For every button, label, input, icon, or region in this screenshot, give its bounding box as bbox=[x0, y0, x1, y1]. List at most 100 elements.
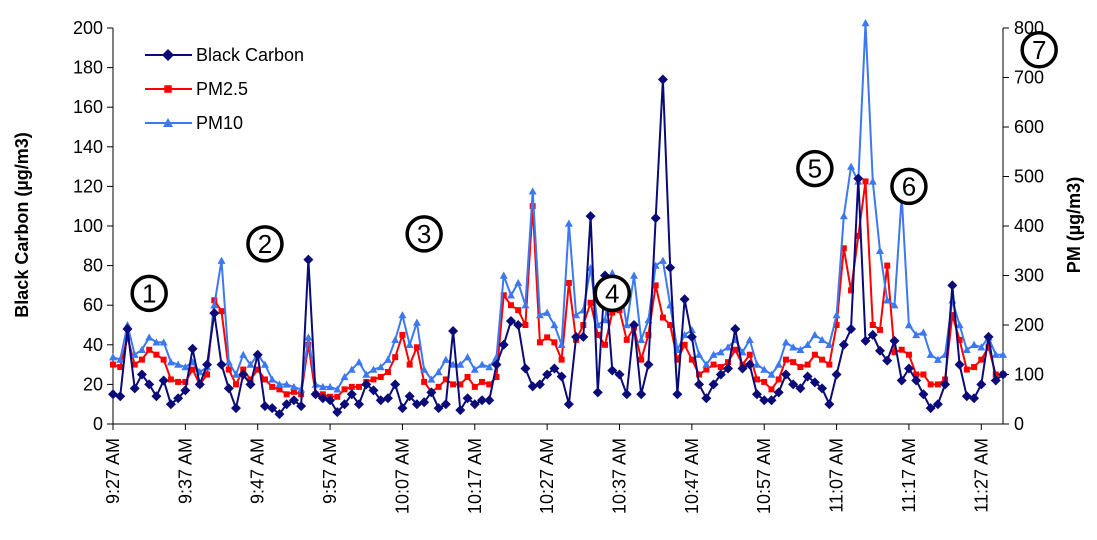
data-point bbox=[187, 343, 198, 354]
data-point bbox=[832, 311, 841, 319]
x-tick-label: 10:57 AM bbox=[754, 438, 774, 514]
data-point bbox=[563, 399, 574, 410]
series-area bbox=[108, 19, 1008, 420]
data-point bbox=[535, 311, 544, 319]
data-point bbox=[405, 340, 414, 348]
data-point bbox=[609, 309, 616, 316]
annotation-label: 6 bbox=[902, 171, 916, 201]
annotation-circle bbox=[130, 274, 168, 313]
data-point bbox=[585, 211, 596, 222]
data-point bbox=[790, 359, 797, 366]
data-point bbox=[638, 356, 645, 363]
data-point bbox=[356, 383, 363, 390]
data-point bbox=[498, 339, 509, 350]
x-tick-label: 9:27 AM bbox=[103, 438, 123, 504]
annotations: 1234567891011 bbox=[130, 31, 1058, 313]
data-point bbox=[802, 371, 813, 382]
x-tick-label: 9:57 AM bbox=[320, 438, 340, 504]
data-point bbox=[753, 376, 760, 383]
data-point bbox=[990, 375, 1001, 386]
data-point bbox=[737, 363, 748, 374]
data-point bbox=[768, 386, 775, 393]
x-tick-label: 11:07 AM bbox=[827, 438, 847, 513]
data-point bbox=[462, 393, 473, 404]
data-point bbox=[991, 350, 1000, 358]
data-point bbox=[281, 399, 292, 410]
data-point bbox=[696, 371, 703, 378]
data-point bbox=[520, 363, 531, 374]
data-point bbox=[334, 393, 341, 400]
data-point bbox=[614, 369, 625, 380]
data-point bbox=[175, 378, 182, 385]
data-point bbox=[781, 338, 790, 346]
data-point bbox=[479, 378, 486, 385]
data-point bbox=[774, 360, 783, 368]
data-point bbox=[558, 356, 565, 363]
data-point bbox=[515, 307, 522, 314]
data-point bbox=[245, 379, 256, 390]
data-point bbox=[891, 349, 898, 356]
y-tick-label: 40 bbox=[83, 335, 103, 355]
data-point bbox=[565, 279, 572, 286]
data-point bbox=[477, 395, 488, 406]
annotation-marker: 3 bbox=[405, 215, 443, 253]
data-point bbox=[398, 311, 407, 319]
data-point bbox=[621, 389, 632, 400]
data-point bbox=[267, 403, 278, 414]
data-point bbox=[688, 356, 695, 363]
data-point bbox=[136, 369, 147, 380]
data-point bbox=[810, 330, 819, 339]
data-point bbox=[658, 256, 667, 264]
data-point bbox=[384, 369, 391, 376]
annotation-circle bbox=[593, 274, 632, 313]
data-point bbox=[210, 301, 219, 309]
data-point bbox=[868, 177, 877, 185]
annotation-circle bbox=[796, 149, 834, 188]
data-point bbox=[485, 363, 494, 371]
data-point bbox=[628, 320, 639, 330]
data-point bbox=[413, 344, 420, 351]
data-point bbox=[796, 345, 805, 353]
data-point bbox=[224, 358, 233, 366]
data-point bbox=[819, 356, 826, 363]
data-point bbox=[377, 373, 384, 380]
data-point bbox=[471, 383, 478, 390]
y2-tick-label: 0 bbox=[1014, 414, 1024, 434]
data-point bbox=[412, 318, 421, 326]
data-point bbox=[940, 379, 951, 390]
data-point bbox=[259, 401, 270, 412]
data-point bbox=[578, 331, 589, 342]
data-point bbox=[522, 322, 529, 328]
data-point bbox=[665, 262, 676, 273]
data-point bbox=[450, 381, 457, 388]
data-point bbox=[686, 331, 697, 342]
data-point bbox=[542, 369, 553, 380]
data-point bbox=[716, 348, 725, 356]
data-point bbox=[341, 386, 348, 393]
y-tick-label: 0 bbox=[93, 414, 103, 434]
data-point bbox=[789, 343, 798, 351]
data-point bbox=[809, 377, 820, 388]
data-point bbox=[233, 381, 240, 388]
data-point bbox=[194, 379, 205, 390]
data-point bbox=[911, 375, 922, 386]
data-point bbox=[442, 376, 449, 383]
y-tick-label: 60 bbox=[83, 295, 103, 315]
annotation-circle bbox=[1020, 31, 1058, 69]
data-point bbox=[557, 340, 566, 348]
data-point bbox=[607, 365, 618, 376]
data-point bbox=[391, 335, 400, 344]
data-point bbox=[896, 375, 907, 386]
data-point bbox=[238, 369, 249, 380]
y-tick-label: 120 bbox=[73, 176, 103, 196]
data-point bbox=[456, 360, 465, 368]
data-point bbox=[782, 356, 789, 363]
annotation-circle bbox=[246, 225, 284, 263]
data-point bbox=[138, 356, 145, 363]
data-point bbox=[239, 350, 248, 358]
data-point bbox=[826, 361, 833, 368]
data-point bbox=[144, 379, 155, 390]
data-point bbox=[761, 378, 768, 385]
data-point bbox=[963, 366, 970, 373]
data-point bbox=[268, 375, 277, 383]
